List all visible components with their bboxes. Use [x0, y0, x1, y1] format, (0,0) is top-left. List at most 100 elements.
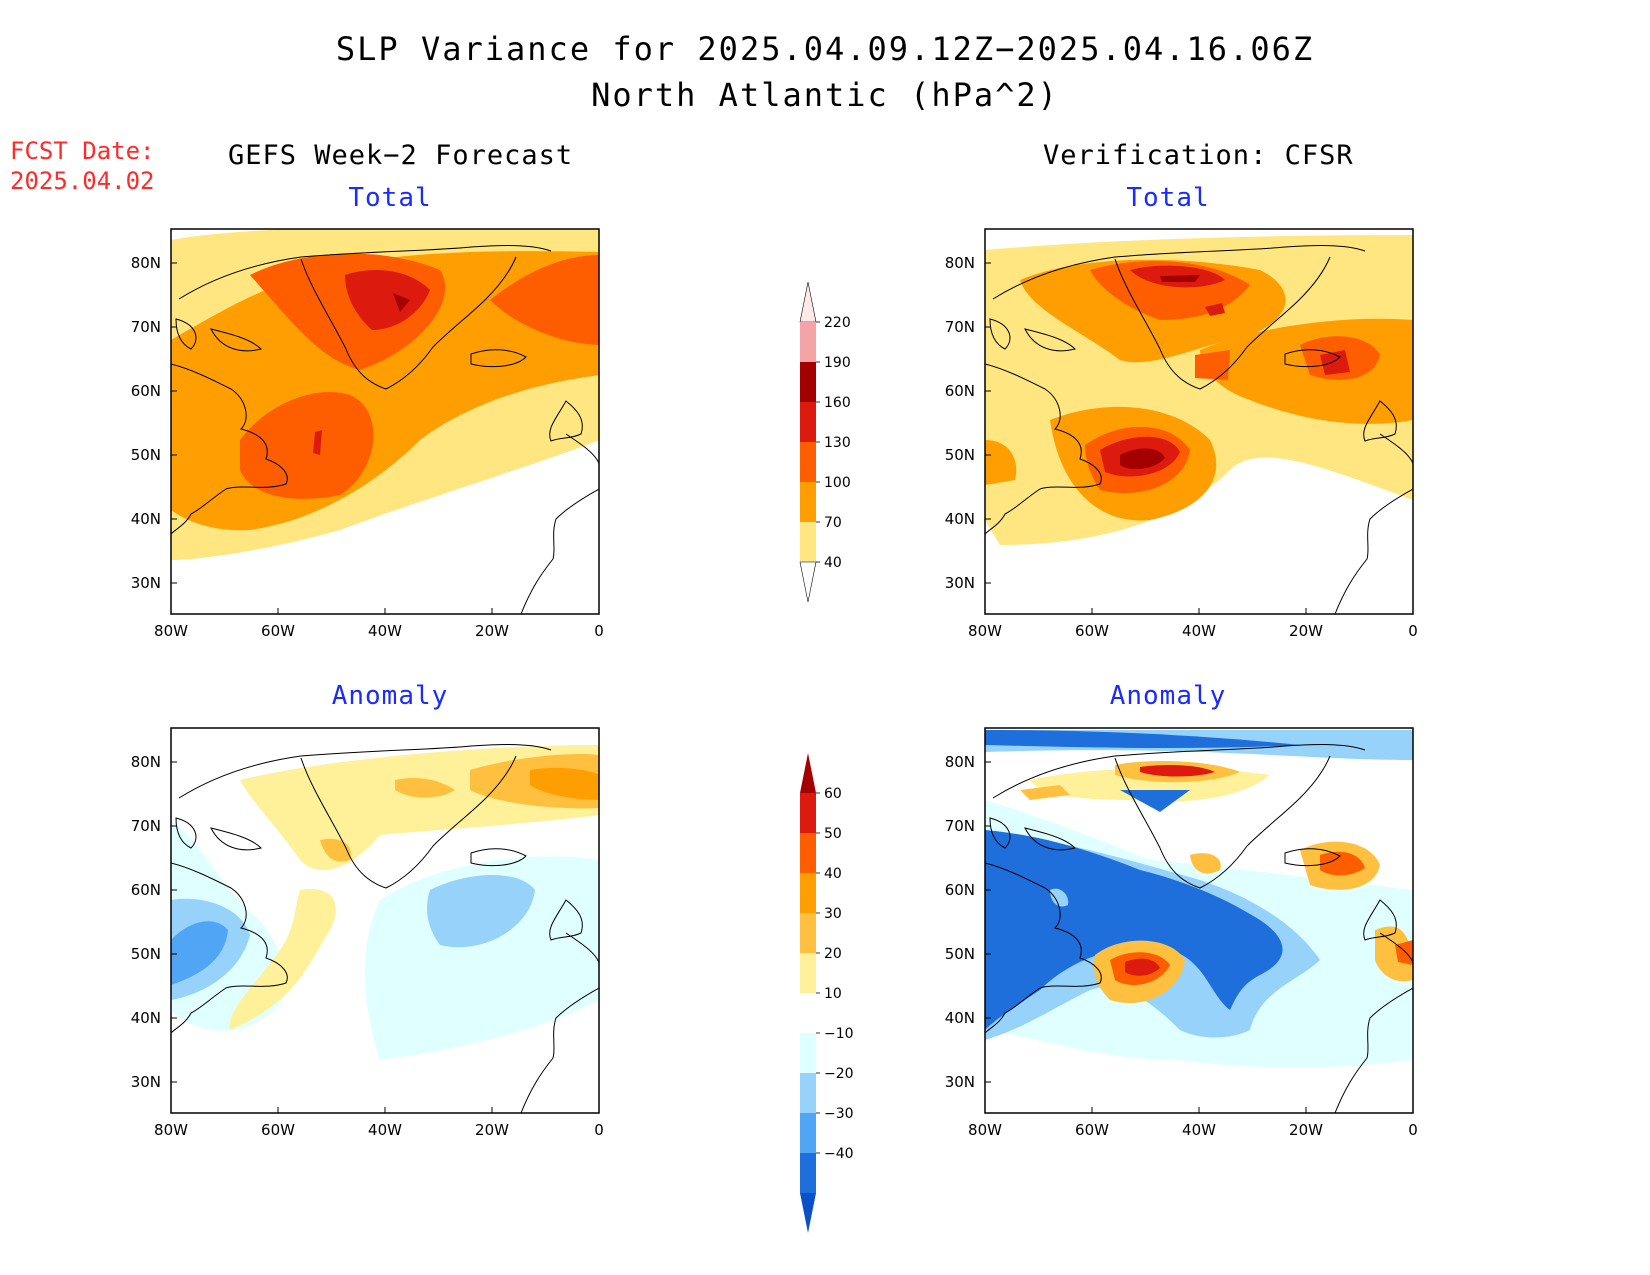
lat-tick-label: 40N	[131, 510, 161, 528]
lon-tick-label: 60W	[1075, 622, 1109, 640]
lat-tick-label: 80N	[945, 254, 975, 272]
colorbar-anomaly-label: 60	[824, 786, 842, 802]
colorbar-total-label: 100	[824, 475, 851, 491]
verification-anomaly-subtitle: Anomaly	[1109, 681, 1227, 711]
colorbar-swatch	[800, 402, 816, 442]
verification-total-subtitle: Total	[1126, 183, 1210, 213]
colorbar-swatch	[800, 522, 816, 562]
colorbar-swatch	[800, 1073, 816, 1113]
colorbar-anomaly-label: −20	[824, 1066, 854, 1082]
colorbar-total-label: 220	[824, 315, 851, 331]
colorbar-swatch	[800, 793, 816, 833]
lat-tick-label: 30N	[945, 574, 975, 592]
colorbar-bottom-arrow	[800, 1193, 816, 1233]
colorbar-anomaly-label: 10	[824, 986, 842, 1002]
lon-tick-label: 60W	[261, 622, 295, 640]
colorbar-anomaly-label: −10	[824, 1026, 854, 1042]
forecast-anomaly-map	[170, 727, 600, 1114]
fcst-date-value: 2025.04.02	[10, 167, 155, 195]
lat-tick-label: 80N	[131, 254, 161, 272]
colorbar-anomaly-label: −40	[824, 1146, 854, 1162]
colorbar-swatch	[800, 1113, 816, 1153]
colorbar-bottom-arrow	[799, 561, 817, 603]
colorbar-top-arrow	[800, 753, 816, 793]
colorbar-anomaly-label: 20	[824, 946, 842, 962]
colorbar-anomaly: 60 50 40 30 20 10 −10 −20 −30 −40	[800, 753, 854, 1233]
colorbar-swatch	[800, 322, 816, 362]
colorbar-swatch	[800, 482, 816, 522]
lat-tick-label: 70N	[131, 817, 161, 835]
colorbar-total: 220 190 160 130 100 70 40	[799, 281, 851, 603]
right-column-title: Verification: CFSR	[1043, 140, 1354, 171]
lon-tick-label: 60W	[1075, 1121, 1109, 1139]
lon-tick-label: 80W	[154, 622, 188, 640]
colorbar-anomaly-label: 50	[824, 826, 842, 842]
colorbar-total-label: 160	[824, 395, 851, 411]
colorbar-swatch	[800, 953, 816, 993]
lat-tick-label: 60N	[945, 382, 975, 400]
lon-tick-label: 80W	[968, 622, 1002, 640]
lon-tick-label: 40W	[1182, 622, 1216, 640]
colorbar-anomaly-label: 30	[824, 906, 842, 922]
lon-tick-label: 80W	[154, 1121, 188, 1139]
lat-tick-label: 30N	[131, 574, 161, 592]
lon-tick-label: 20W	[475, 1121, 509, 1139]
lat-tick-label: 70N	[945, 318, 975, 336]
lon-tick-label: 0	[594, 622, 604, 640]
colorbar-swatch	[800, 913, 816, 953]
verification-total-map	[984, 228, 1414, 615]
lat-tick-label: 60N	[945, 881, 975, 899]
lat-tick-label: 80N	[131, 753, 161, 771]
lat-tick-label: 80N	[945, 753, 975, 771]
fcst-date-block: FCST Date: 2025.04.02	[10, 136, 155, 196]
left-column-title: GEFS Week−2 Forecast	[228, 140, 574, 171]
colorbar-swatch	[800, 442, 816, 482]
colorbar-top-arrow	[799, 281, 817, 323]
lat-tick-label: 30N	[945, 1073, 975, 1091]
lon-tick-label: 20W	[475, 622, 509, 640]
colorbar-total-label: 130	[824, 435, 851, 451]
lat-tick-label: 60N	[131, 881, 161, 899]
fcst-date-label: FCST Date:	[10, 137, 155, 165]
lon-tick-label: 40W	[368, 622, 402, 640]
lat-tick-label: 50N	[945, 446, 975, 464]
lon-tick-label: 60W	[261, 1121, 295, 1139]
lat-tick-label: 40N	[945, 1009, 975, 1027]
colorbar-swatch	[800, 993, 816, 1033]
lat-tick-label: 70N	[131, 318, 161, 336]
lon-tick-label: 20W	[1289, 622, 1323, 640]
colorbar-swatch	[800, 362, 816, 402]
main-subtitle: North Atlantic (hPa^2)	[591, 76, 1059, 114]
lon-tick-label: 80W	[968, 1121, 1002, 1139]
colorbar-anomaly-label: 40	[824, 866, 842, 882]
colorbar-swatch	[800, 1033, 816, 1073]
lat-tick-label: 50N	[945, 945, 975, 963]
lat-tick-label: 50N	[131, 945, 161, 963]
forecast-total-subtitle: Total	[348, 183, 432, 213]
colorbar-swatch	[800, 833, 816, 873]
colorbar-total-label: 190	[824, 355, 851, 371]
lat-tick-label: 30N	[131, 1073, 161, 1091]
lat-tick-label: 40N	[945, 510, 975, 528]
main-title: SLP Variance for 2025.04.09.12Z−2025.04.…	[335, 30, 1315, 68]
lon-tick-label: 20W	[1289, 1121, 1323, 1139]
lat-tick-label: 50N	[131, 446, 161, 464]
lon-tick-label: 40W	[368, 1121, 402, 1139]
forecast-total-map	[170, 228, 600, 615]
axes-layer: 80W 60W 40W 20W 0 80N 70N 60N 50N 40N 30N 80W 60W 40W…	[131, 254, 1418, 1139]
lon-tick-label: 0	[594, 1121, 604, 1139]
forecast-anomaly-subtitle: Anomaly	[331, 681, 449, 711]
verification-anomaly-map	[984, 727, 1414, 1114]
colorbar-total-label: 70	[824, 515, 842, 531]
colorbar-total-label: 40	[824, 555, 842, 571]
colorbar-swatch	[800, 873, 816, 913]
lat-tick-label: 40N	[131, 1009, 161, 1027]
lon-tick-label: 0	[1408, 622, 1418, 640]
colorbar-swatch	[800, 1153, 816, 1193]
lon-tick-label: 40W	[1182, 1121, 1216, 1139]
lon-tick-label: 0	[1408, 1121, 1418, 1139]
lat-tick-label: 60N	[131, 382, 161, 400]
colorbar-anomaly-label: −30	[824, 1106, 854, 1122]
lat-tick-label: 70N	[945, 817, 975, 835]
